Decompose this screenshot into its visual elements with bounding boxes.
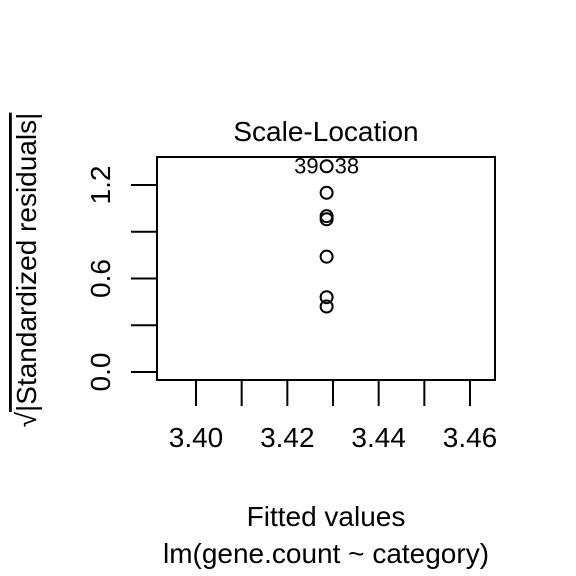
data-point-1 xyxy=(319,185,334,200)
data-point-5 xyxy=(319,290,334,305)
data-point-0 xyxy=(319,159,334,174)
x-tick-label-1: 3.42 xyxy=(260,422,315,453)
data-points xyxy=(319,159,334,314)
x-tick-label-0: 3.40 xyxy=(169,422,224,453)
y-tick-label-1: 0.6 xyxy=(85,259,116,298)
chart-title: Scale-Location xyxy=(233,116,418,147)
data-point-3 xyxy=(319,212,334,227)
y-tick-label-2: 1.2 xyxy=(85,166,116,205)
y-axis-label: √|Standardized residuals| xyxy=(11,113,42,428)
chart-subtitle: lm(gene.count ~ category) xyxy=(163,538,489,569)
x-axis-label: Fitted values xyxy=(247,501,406,532)
x-tick-label-2: 3.44 xyxy=(351,422,406,453)
y-tick-label-0: 0.0 xyxy=(85,353,116,392)
plot-frame xyxy=(156,156,496,381)
x-tick-label-3: 3.46 xyxy=(443,422,498,453)
y-axis-label-radical: √ xyxy=(11,411,42,427)
data-point-6 xyxy=(319,299,334,314)
svg-text:√|Standardized residuals|: √|Standardized residuals| xyxy=(11,113,42,428)
point-label-39: 39 xyxy=(294,153,318,178)
x-axis: 3.40 3.42 3.44 3.46 xyxy=(169,380,498,453)
y-axis: 0.0 0.6 1.2 xyxy=(85,166,157,392)
y-axis-label-text: |Standardized residuals| xyxy=(11,113,42,412)
data-point-4 xyxy=(319,249,334,264)
point-annotations: 39 38 xyxy=(294,153,359,178)
point-label-38: 38 xyxy=(335,153,359,178)
